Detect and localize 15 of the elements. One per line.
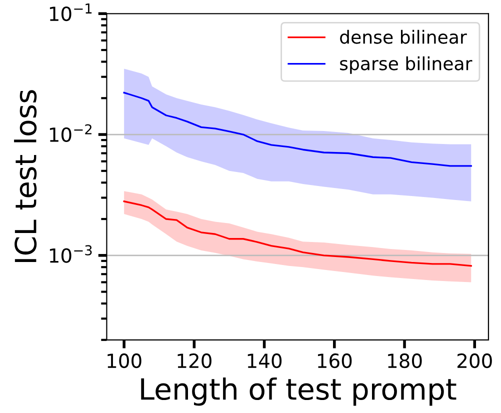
x-tick-label: 180 xyxy=(388,353,422,368)
line-series xyxy=(123,200,472,267)
legend-label: dense bilinear xyxy=(340,30,467,44)
x-tick-label: 160 xyxy=(318,353,352,368)
x-tick-label: 100 xyxy=(108,353,142,368)
y-axis-title: ICL test loss xyxy=(14,90,37,262)
x-tick-label: 140 xyxy=(248,353,282,368)
x-axis-title: Length of test prompt xyxy=(141,377,456,406)
x-tick-label: 120 xyxy=(178,353,212,368)
x-tick-label: 200 xyxy=(457,353,492,368)
y-tick-label: 10$^{−1}$ xyxy=(50,4,92,22)
legend-label: sparse bilinear xyxy=(340,56,472,74)
y-tick-label: 10$^{−2}$ xyxy=(50,124,92,142)
line-series xyxy=(123,92,472,167)
y-tick-label: 10$^{−3}$ xyxy=(50,245,92,263)
